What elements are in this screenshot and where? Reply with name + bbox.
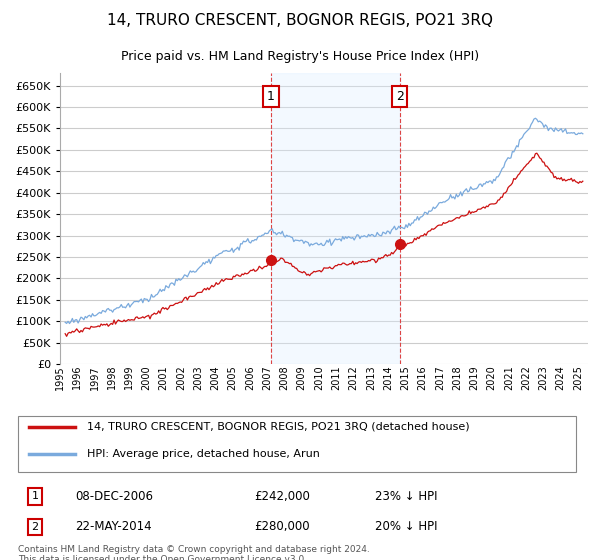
Text: 2004: 2004	[211, 365, 220, 390]
Text: 1997: 1997	[89, 365, 100, 390]
Text: £242,000: £242,000	[254, 490, 310, 503]
Text: 2000: 2000	[142, 365, 151, 390]
Text: 08-DEC-2006: 08-DEC-2006	[76, 490, 154, 503]
Text: 2014: 2014	[383, 365, 393, 390]
Text: 2: 2	[395, 90, 404, 103]
Text: 2003: 2003	[193, 365, 203, 390]
Text: 2019: 2019	[469, 365, 479, 390]
Bar	[271, 73, 400, 364]
Text: 2008: 2008	[280, 365, 289, 390]
Text: 1: 1	[267, 90, 275, 103]
Text: 2007: 2007	[262, 365, 272, 390]
Text: 2025: 2025	[573, 365, 583, 390]
Text: 2006: 2006	[245, 365, 255, 390]
Text: 2013: 2013	[366, 365, 376, 390]
Text: 1998: 1998	[107, 365, 117, 389]
Text: 2010: 2010	[314, 365, 324, 390]
Text: 2022: 2022	[521, 365, 531, 390]
Text: 2024: 2024	[556, 365, 566, 390]
Text: 2009: 2009	[297, 365, 307, 390]
Text: 2012: 2012	[349, 365, 359, 390]
Text: 1995: 1995	[55, 365, 65, 390]
Text: 2002: 2002	[176, 365, 186, 390]
Text: Price paid vs. HM Land Registry's House Price Index (HPI): Price paid vs. HM Land Registry's House …	[121, 50, 479, 63]
Text: 2011: 2011	[331, 365, 341, 390]
Text: 1999: 1999	[124, 365, 134, 389]
Text: 2: 2	[31, 522, 38, 532]
Text: 2023: 2023	[538, 365, 548, 390]
Text: 2017: 2017	[435, 365, 445, 390]
Text: 23% ↓ HPI: 23% ↓ HPI	[375, 490, 437, 503]
Text: £280,000: £280,000	[254, 520, 310, 533]
Text: 20% ↓ HPI: 20% ↓ HPI	[375, 520, 437, 533]
Text: 1996: 1996	[73, 365, 82, 389]
Text: 2001: 2001	[159, 365, 169, 390]
Text: 1: 1	[32, 492, 38, 502]
Text: 14, TRURO CRESCENT, BOGNOR REGIS, PO21 3RQ (detached house): 14, TRURO CRESCENT, BOGNOR REGIS, PO21 3…	[87, 422, 470, 432]
Text: 2021: 2021	[504, 365, 514, 390]
Text: HPI: Average price, detached house, Arun: HPI: Average price, detached house, Arun	[87, 449, 320, 459]
Text: Contains HM Land Registry data © Crown copyright and database right 2024.
This d: Contains HM Land Registry data © Crown c…	[18, 545, 370, 560]
Text: 2016: 2016	[418, 365, 428, 390]
Text: 2005: 2005	[228, 365, 238, 390]
Text: 14, TRURO CRESCENT, BOGNOR REGIS, PO21 3RQ: 14, TRURO CRESCENT, BOGNOR REGIS, PO21 3…	[107, 13, 493, 28]
FancyBboxPatch shape	[18, 417, 577, 472]
Text: 22-MAY-2014: 22-MAY-2014	[76, 520, 152, 533]
Text: 2020: 2020	[487, 365, 497, 390]
Text: 2018: 2018	[452, 365, 462, 390]
Text: 2015: 2015	[400, 365, 410, 390]
